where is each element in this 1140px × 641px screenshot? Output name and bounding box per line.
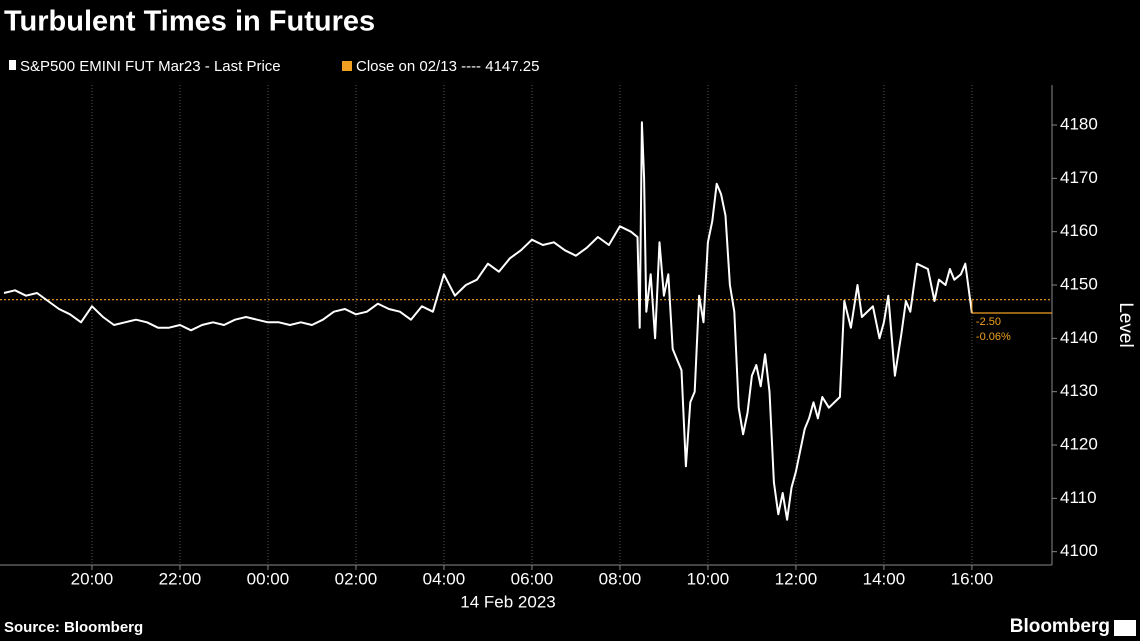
brand: Bloomberg (1010, 616, 1110, 637)
change-pct-label: -0.06% (976, 331, 1011, 343)
y-axis-label: Level (1115, 302, 1136, 347)
y-tick-label: 4170 (1060, 168, 1098, 187)
y-tick-label: 4120 (1060, 434, 1098, 453)
x-tick-label: 12:00 (775, 569, 818, 588)
x-tick-label: 08:00 (599, 569, 642, 588)
legend-label: Close on 02/13 ---- 4147.25 (356, 58, 539, 75)
source: Source: Bloomberg (4, 619, 143, 636)
x-tick-label: 10:00 (687, 569, 730, 588)
x-axis-label: 14 Feb 2023 (460, 592, 555, 611)
x-tick-label: 20:00 (71, 569, 114, 588)
y-tick-label: 4110 (1060, 488, 1097, 507)
y-tick-label: 4180 (1060, 114, 1098, 133)
legend-label: S&P500 EMINI FUT Mar23 - Last Price (20, 58, 281, 75)
x-tick-label: 16:00 (951, 569, 994, 588)
brand-icon (1114, 620, 1136, 636)
legend-line-icon (9, 60, 16, 70)
x-tick-label: 22:00 (159, 569, 202, 588)
legend-ref-icon (342, 61, 352, 71)
x-tick-label: 02:00 (335, 569, 378, 588)
y-tick-label: 4140 (1060, 328, 1098, 347)
y-tick-label: 4100 (1060, 541, 1098, 560)
price-line (3, 121, 973, 521)
chart-title: Turbulent Times in Futures (4, 6, 375, 38)
x-tick-label: 14:00 (863, 569, 906, 588)
y-tick-label: 4130 (1060, 381, 1098, 400)
x-tick-label: 06:00 (511, 569, 554, 588)
x-tick-label: 00:00 (247, 569, 290, 588)
x-tick-label: 04:00 (423, 569, 466, 588)
y-tick-label: 4160 (1060, 221, 1098, 240)
change-label: -2.50 (976, 316, 1001, 328)
y-tick-label: 4150 (1060, 274, 1098, 293)
